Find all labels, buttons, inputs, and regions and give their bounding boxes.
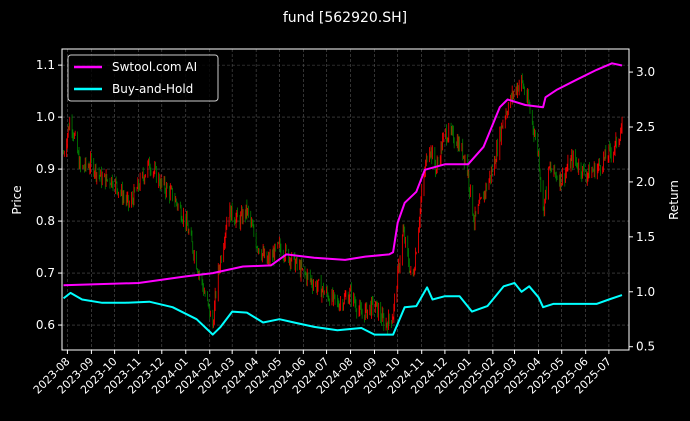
y-axis-label-left: Price: [10, 185, 24, 214]
y-tick-label-left: 1.1: [36, 58, 55, 72]
y-tick-label-left: 0.7: [36, 266, 55, 280]
y-axis-label-right: Return: [667, 180, 681, 220]
legend: Swtool.com AI Buy-and-Hold: [67, 54, 219, 102]
series-lines: [62, 62, 623, 336]
y-tick-label-right: 1.5: [636, 230, 655, 244]
series-line-buy-hold: [62, 282, 623, 336]
legend-label-strategy: Swtool.com AI: [112, 60, 197, 74]
y-tick-label-right: 2.5: [636, 120, 655, 134]
left-axis: 0.6 0.7 0.8 0.9 1.0 1.1: [36, 58, 62, 332]
legend-box: [67, 54, 219, 102]
chart-title: fund [562920.SH]: [283, 10, 407, 26]
y-tick-label-right: 3.0: [636, 65, 655, 79]
x-axis: 2023-082023-092023-102023-112023-122024-…: [31, 350, 614, 397]
y-tick-label-right: 0.5: [636, 340, 655, 354]
plot-frame: [61, 48, 630, 351]
right-axis: 0.5 1.0 1.5 2.0 2.5 3.0: [629, 65, 655, 354]
y-tick-label-left: 0.8: [36, 214, 55, 228]
legend-label-buy-hold: Buy-and-Hold: [112, 82, 193, 96]
y-tick-label-right: 1.0: [636, 285, 655, 299]
price-candles: [63, 73, 623, 335]
y-tick-label-left: 0.6: [36, 318, 55, 332]
series-line-strategy: [63, 62, 623, 287]
y-tick-label-left: 0.9: [36, 162, 55, 176]
y-tick-label-left: 1.0: [36, 110, 55, 124]
y-tick-label-right: 2.0: [636, 175, 655, 189]
